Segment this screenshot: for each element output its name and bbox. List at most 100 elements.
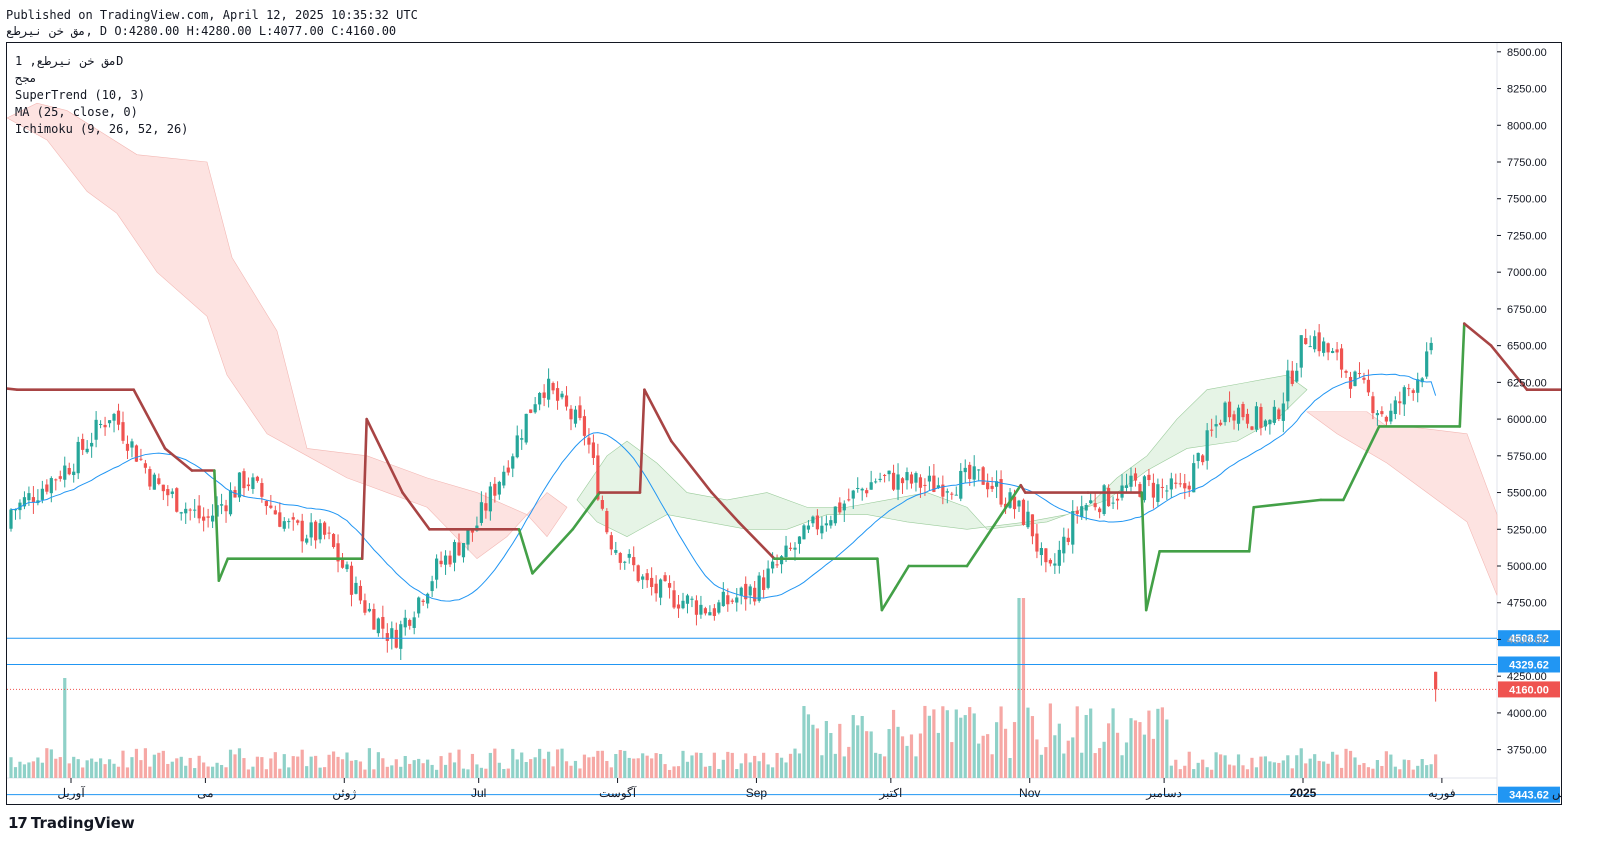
candle-body xyxy=(1313,336,1317,350)
x-tick-label: می xyxy=(197,786,213,800)
volume-bar xyxy=(305,766,309,778)
candle-body xyxy=(1286,370,1290,402)
volume-bar xyxy=(672,766,676,778)
candle-body xyxy=(1003,503,1008,508)
candle-body xyxy=(349,565,354,595)
volume-bar xyxy=(954,709,958,778)
candle-body xyxy=(1089,500,1093,504)
candle-body xyxy=(296,520,300,523)
price-chart[interactable]: 4508.52 4329.62 3443.62 4160.00 3750.00 4000.… xyxy=(7,43,1561,804)
volume-bar xyxy=(838,723,842,778)
candle-body xyxy=(94,419,98,440)
hline-price-label: 4329.62 xyxy=(1509,659,1549,671)
candle-body xyxy=(399,624,403,649)
volume-bar xyxy=(349,760,354,778)
candle-body xyxy=(968,464,972,479)
hline-price-label: 3443.62 xyxy=(1509,790,1549,802)
volume-bar xyxy=(1102,741,1106,778)
candle-body xyxy=(838,502,842,513)
legend-ma[interactable]: MA (25, close, 0) xyxy=(15,105,138,119)
volume-bar xyxy=(596,750,600,778)
candle-body xyxy=(166,489,170,496)
volume-bar xyxy=(403,756,407,778)
candle-body xyxy=(1236,407,1241,424)
volume-bar xyxy=(614,754,618,778)
candle-body xyxy=(1124,485,1129,488)
volume-bar xyxy=(842,756,846,778)
volume-bar xyxy=(520,752,524,778)
candle-body xyxy=(954,494,958,496)
candle-body xyxy=(1053,563,1057,566)
volume-bar xyxy=(1402,759,1406,778)
candle-body xyxy=(448,555,452,565)
volume-bar xyxy=(1241,765,1245,778)
volume-bar xyxy=(883,756,887,778)
candle-body xyxy=(107,420,112,424)
candle-body xyxy=(72,471,76,476)
candle-body xyxy=(918,477,923,488)
candle-body xyxy=(90,442,94,447)
candle-body xyxy=(735,597,739,603)
volume-bar xyxy=(63,678,67,778)
volume-bar xyxy=(1304,763,1308,778)
candle-body xyxy=(609,535,613,550)
candle-body xyxy=(1331,351,1335,353)
candle-body xyxy=(632,557,636,566)
y-tick-label: 5000.00 xyxy=(1507,561,1547,573)
candle-body xyxy=(820,525,824,534)
legend-symbol: مق خن نیرطع, 1D xyxy=(15,54,124,68)
volume-bar xyxy=(31,761,35,778)
candle-body xyxy=(27,493,31,501)
candle-body xyxy=(533,404,537,413)
candle-body xyxy=(833,506,837,524)
candle-body xyxy=(228,490,233,515)
volume-bar xyxy=(735,769,739,778)
candle-body xyxy=(309,522,313,538)
candle-body xyxy=(690,598,694,600)
candle-body xyxy=(667,583,672,588)
candle-body xyxy=(103,424,107,428)
legend-supertrend[interactable]: SuperTrend (10, 3) xyxy=(15,88,146,102)
volume-bar xyxy=(533,757,537,778)
candle-body xyxy=(1183,483,1187,489)
supertrend-segment xyxy=(360,417,368,560)
candle-body xyxy=(1281,403,1285,421)
legend-ichimoku[interactable]: Ichimoku (9, 26, 52, 26) xyxy=(15,122,189,136)
candle-body xyxy=(1174,482,1178,484)
volume-bar xyxy=(1196,762,1200,778)
candle-body xyxy=(699,604,703,615)
candle-body xyxy=(1339,348,1344,370)
volume-bar xyxy=(1111,708,1115,778)
volume-bar xyxy=(1138,722,1142,778)
candle-body xyxy=(542,392,546,398)
candle-body xyxy=(681,600,685,609)
candle-body xyxy=(305,538,309,543)
volume-bar xyxy=(676,766,681,778)
volume-bar xyxy=(493,748,497,778)
supertrend-segment xyxy=(965,483,1023,568)
last-price-tag xyxy=(1498,681,1560,698)
candle-body xyxy=(1066,537,1070,542)
candle-body xyxy=(197,505,201,519)
volume-bar xyxy=(896,726,900,778)
volume-bar xyxy=(228,749,233,778)
y-tick-label: 4000.00 xyxy=(1507,708,1547,720)
candle-body xyxy=(1227,401,1232,418)
candle-body xyxy=(520,438,524,440)
volume-bar xyxy=(1192,769,1196,778)
y-tick-label: 3750.00 xyxy=(1507,745,1547,757)
volume-bar xyxy=(1044,747,1048,778)
candle-body xyxy=(721,591,725,607)
candle-body xyxy=(1425,351,1429,377)
candle-body xyxy=(439,560,443,565)
candle-body xyxy=(443,555,448,565)
chart-frame[interactable]: 4508.52 4329.62 3443.62 4160.00 3750.00 4000.… xyxy=(6,42,1562,805)
volume-bar xyxy=(1223,755,1227,778)
candle-body xyxy=(1250,426,1254,430)
candle-body xyxy=(273,510,277,515)
supertrend-segment xyxy=(1462,322,1493,347)
volume-bar xyxy=(1380,765,1384,778)
volume-bar xyxy=(847,746,851,778)
candle-body xyxy=(1187,485,1191,490)
candle-body xyxy=(121,422,125,441)
